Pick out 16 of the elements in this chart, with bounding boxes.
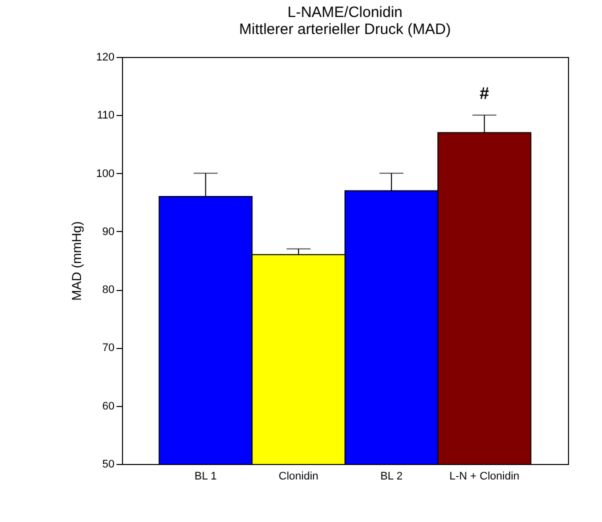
y-tick-label: 110 [96, 110, 114, 122]
chart-title: L-NAME/Clonidin [287, 4, 403, 21]
annotation: # [480, 84, 490, 104]
y-tick-label: 80 [102, 284, 114, 296]
y-tick-label: 60 [102, 400, 114, 412]
x-tick-label: BL 2 [380, 470, 403, 482]
x-tick-label: BL 1 [194, 470, 217, 482]
y-tick-label: 100 [96, 168, 114, 180]
y-tick-label: 50 [102, 458, 114, 470]
y-tick-label: 120 [96, 52, 114, 64]
x-tick-label: L-N + Clonidin [449, 470, 520, 482]
y-axis-title: MAD (mmHg) [69, 221, 84, 301]
y-tick-label: 70 [102, 342, 114, 354]
y-tick-label: 90 [102, 226, 114, 238]
chart-subtitle: Mittlerer arterieller Druck (MAD) [239, 21, 451, 38]
x-tick-label: Clonidin [278, 470, 318, 482]
